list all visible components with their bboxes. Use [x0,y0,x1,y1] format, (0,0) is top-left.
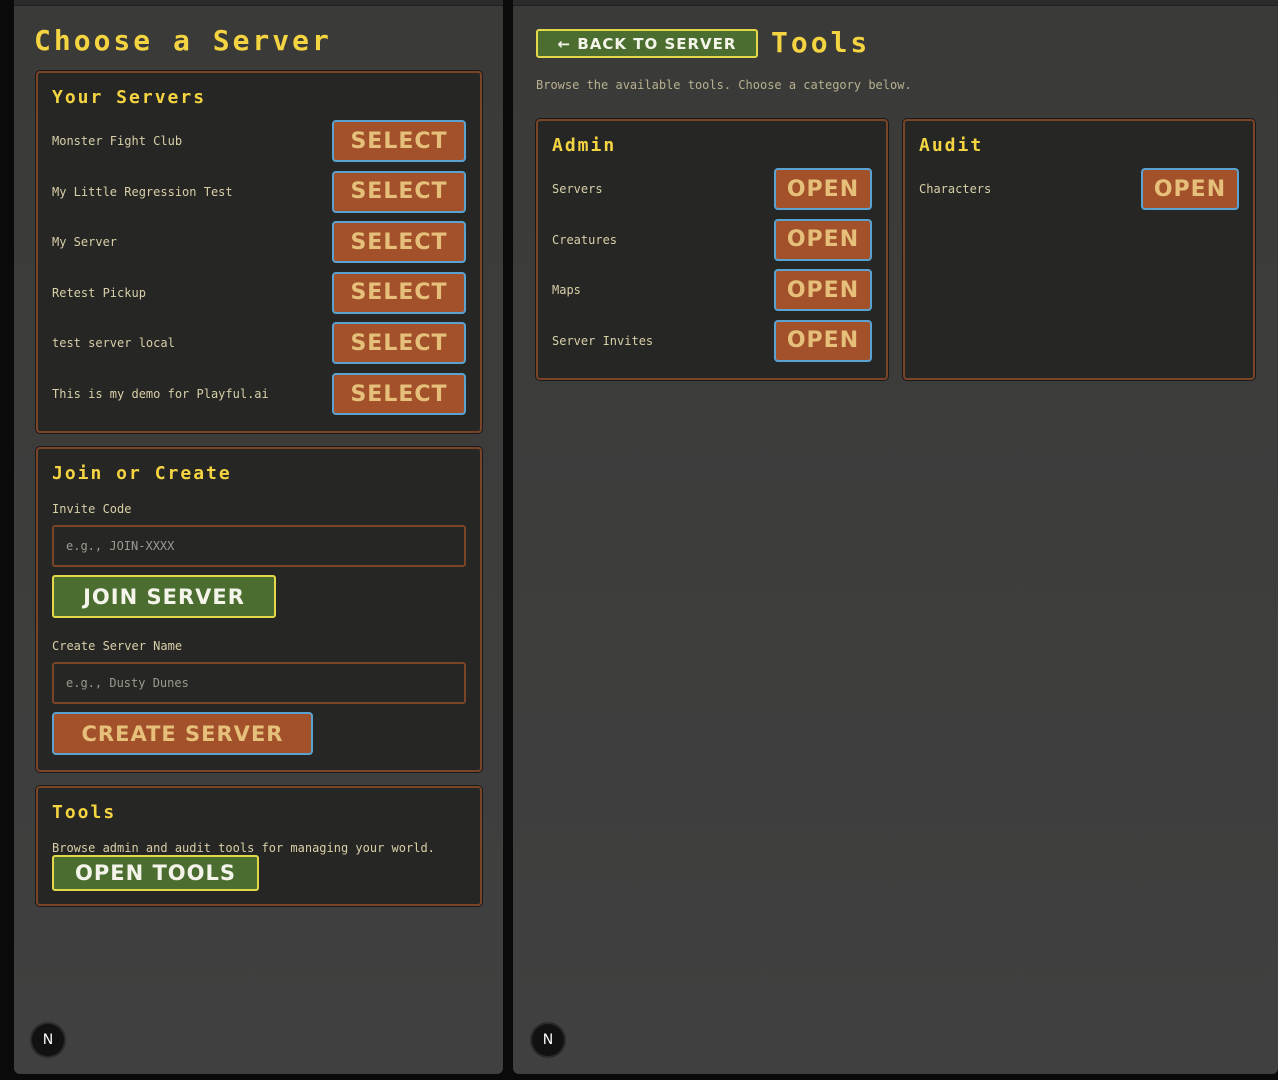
server-chooser-panel: Choose a Server Your Servers Monster Fig… [14,0,503,1074]
open-button[interactable]: OPEN [774,168,872,210]
category-card-audit: Audit Characters OPEN [903,119,1255,380]
card-title: Join or Create [52,463,232,484]
open-button[interactable]: OPEN [774,218,872,261]
item-name: My Server [52,235,118,250]
list-item: Maps OPEN [552,268,872,312]
category-card-admin: Admin Servers OPEN Creatures OPEN Maps OPEN Ser… [536,119,888,380]
item-name: Characters [919,182,992,196]
create-server-button[interactable]: CREATE SERVER [52,712,313,755]
select-button[interactable]: SELECT [332,170,466,213]
tools-panel: ← BACK TO SERVER Tools Browse the availa… [513,0,1278,1074]
list-item: My Server SELECT [52,220,466,264]
select-button[interactable]: SELECT [332,271,466,314]
card-title: Admin [552,135,617,156]
join-create-card: Join or Create Invite Code e.g., JOIN-XX… [36,447,482,772]
select-button[interactable]: SELECT [332,322,466,365]
invite-code-label: Invite Code [52,502,132,516]
item-name: Creatures [552,232,618,247]
open-button[interactable]: OPEN [1141,168,1239,210]
item-name: My Little Regression Test [52,184,233,199]
card-title: Your Servers [52,87,207,108]
your-servers-card: Your Servers Monster Fight Club SELECT My … [36,71,482,433]
open-button[interactable]: OPEN [774,319,872,362]
select-button[interactable]: SELECT [332,373,466,415]
list-item: This is my demo for Playful.ai SELECT [52,372,466,416]
open-button[interactable]: OPEN [774,269,872,312]
item-name: Maps [552,283,581,298]
list-item: Monster Fight Club SELECT [52,119,466,163]
item-name: Servers [552,182,603,196]
list-item: Server Invites OPEN [552,319,872,363]
list-item: test server local SELECT [52,321,466,365]
create-server-name-label: Create Server Name [52,639,183,653]
top-bar [14,0,503,6]
item-name: test server local [52,336,175,351]
page-description: Browse the available tools. Choose a cat… [536,78,912,92]
top-bar [513,0,1278,6]
tools-card: Tools Browse admin and audit tools for m… [36,786,482,906]
list-item: Servers OPEN [552,167,872,211]
item-name: Monster Fight Club [52,134,183,148]
card-title: Audit [919,135,984,156]
list-item: My Little Regression Test SELECT [52,170,466,214]
select-button[interactable]: SELECT [332,120,466,162]
item-name: Server Invites [552,333,654,348]
page-title: Tools [771,26,871,59]
list-item: Retest Pickup SELECT [52,271,466,315]
open-tools-button[interactable]: OPEN TOOLS [52,855,259,891]
item-name: Retest Pickup [52,285,146,300]
tools-description: Browse admin and audit tools for managin… [52,841,435,855]
card-title: Tools [52,802,117,823]
n-badge-icon[interactable]: N [32,1024,64,1056]
invite-code-input[interactable]: e.g., JOIN-XXXX [52,525,466,567]
page-title: Choose a Server [34,24,332,57]
item-name: This is my demo for Playful.ai [52,387,269,401]
n-badge-icon[interactable]: N [532,1024,564,1056]
list-item: Characters OPEN [919,167,1239,211]
create-server-name-input[interactable]: e.g., Dusty Dunes [52,662,466,704]
list-item: Creatures OPEN [552,218,872,262]
back-to-server-button[interactable]: ← BACK TO SERVER [536,29,758,58]
select-button[interactable]: SELECT [332,221,466,264]
join-server-button[interactable]: JOIN SERVER [52,575,276,618]
